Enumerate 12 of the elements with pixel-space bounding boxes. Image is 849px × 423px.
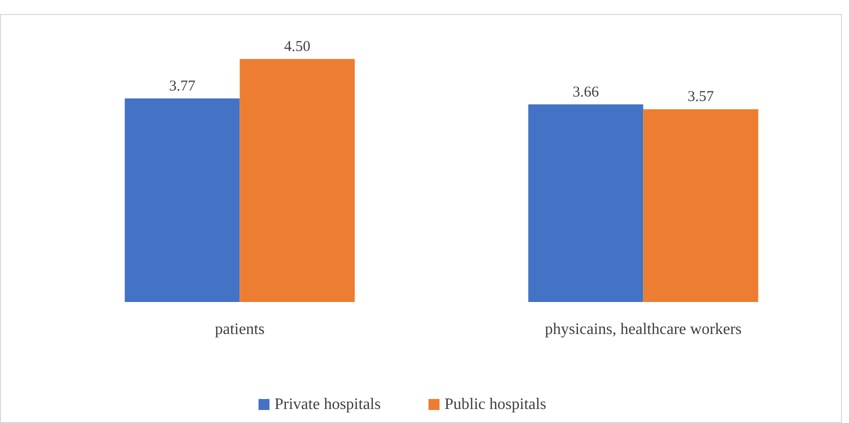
data-label: 3.57 <box>688 89 714 106</box>
legend-label: Private hospitals <box>274 396 381 413</box>
bar <box>124 98 240 302</box>
data-label: 3.66 <box>572 84 600 100</box>
x-tick-label: patients <box>214 321 265 338</box>
data-label: 3.77 <box>169 78 196 94</box>
x-tick-label: physicains, healthcare workers <box>544 321 742 338</box>
bar <box>643 109 758 302</box>
legend-label: Public hospitals <box>444 396 546 413</box>
data-label: 4.50 <box>284 39 310 55</box>
bar <box>240 59 355 302</box>
bar <box>528 104 644 302</box>
